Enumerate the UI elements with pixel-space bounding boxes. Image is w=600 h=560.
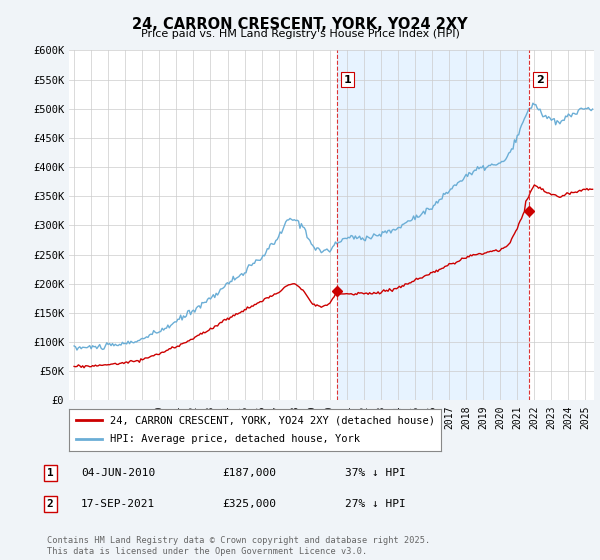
Text: HPI: Average price, detached house, York: HPI: Average price, detached house, York <box>110 435 360 445</box>
Text: Contains HM Land Registry data © Crown copyright and database right 2025.
This d: Contains HM Land Registry data © Crown c… <box>47 536 430 556</box>
Text: 1: 1 <box>47 468 53 478</box>
Text: 04-JUN-2010: 04-JUN-2010 <box>81 468 155 478</box>
Text: £325,000: £325,000 <box>222 499 276 509</box>
Text: £187,000: £187,000 <box>222 468 276 478</box>
Text: 2: 2 <box>47 499 53 509</box>
Text: 27% ↓ HPI: 27% ↓ HPI <box>345 499 406 509</box>
Text: 1: 1 <box>344 74 352 85</box>
Bar <box>337 50 529 400</box>
Text: 24, CARRON CRESCENT, YORK, YO24 2XY: 24, CARRON CRESCENT, YORK, YO24 2XY <box>132 17 468 32</box>
Text: Price paid vs. HM Land Registry's House Price Index (HPI): Price paid vs. HM Land Registry's House … <box>140 29 460 39</box>
Text: 17-SEP-2021: 17-SEP-2021 <box>81 499 155 509</box>
Text: 37% ↓ HPI: 37% ↓ HPI <box>345 468 406 478</box>
Text: 2: 2 <box>536 74 544 85</box>
Text: 24, CARRON CRESCENT, YORK, YO24 2XY (detached house): 24, CARRON CRESCENT, YORK, YO24 2XY (det… <box>110 415 435 425</box>
